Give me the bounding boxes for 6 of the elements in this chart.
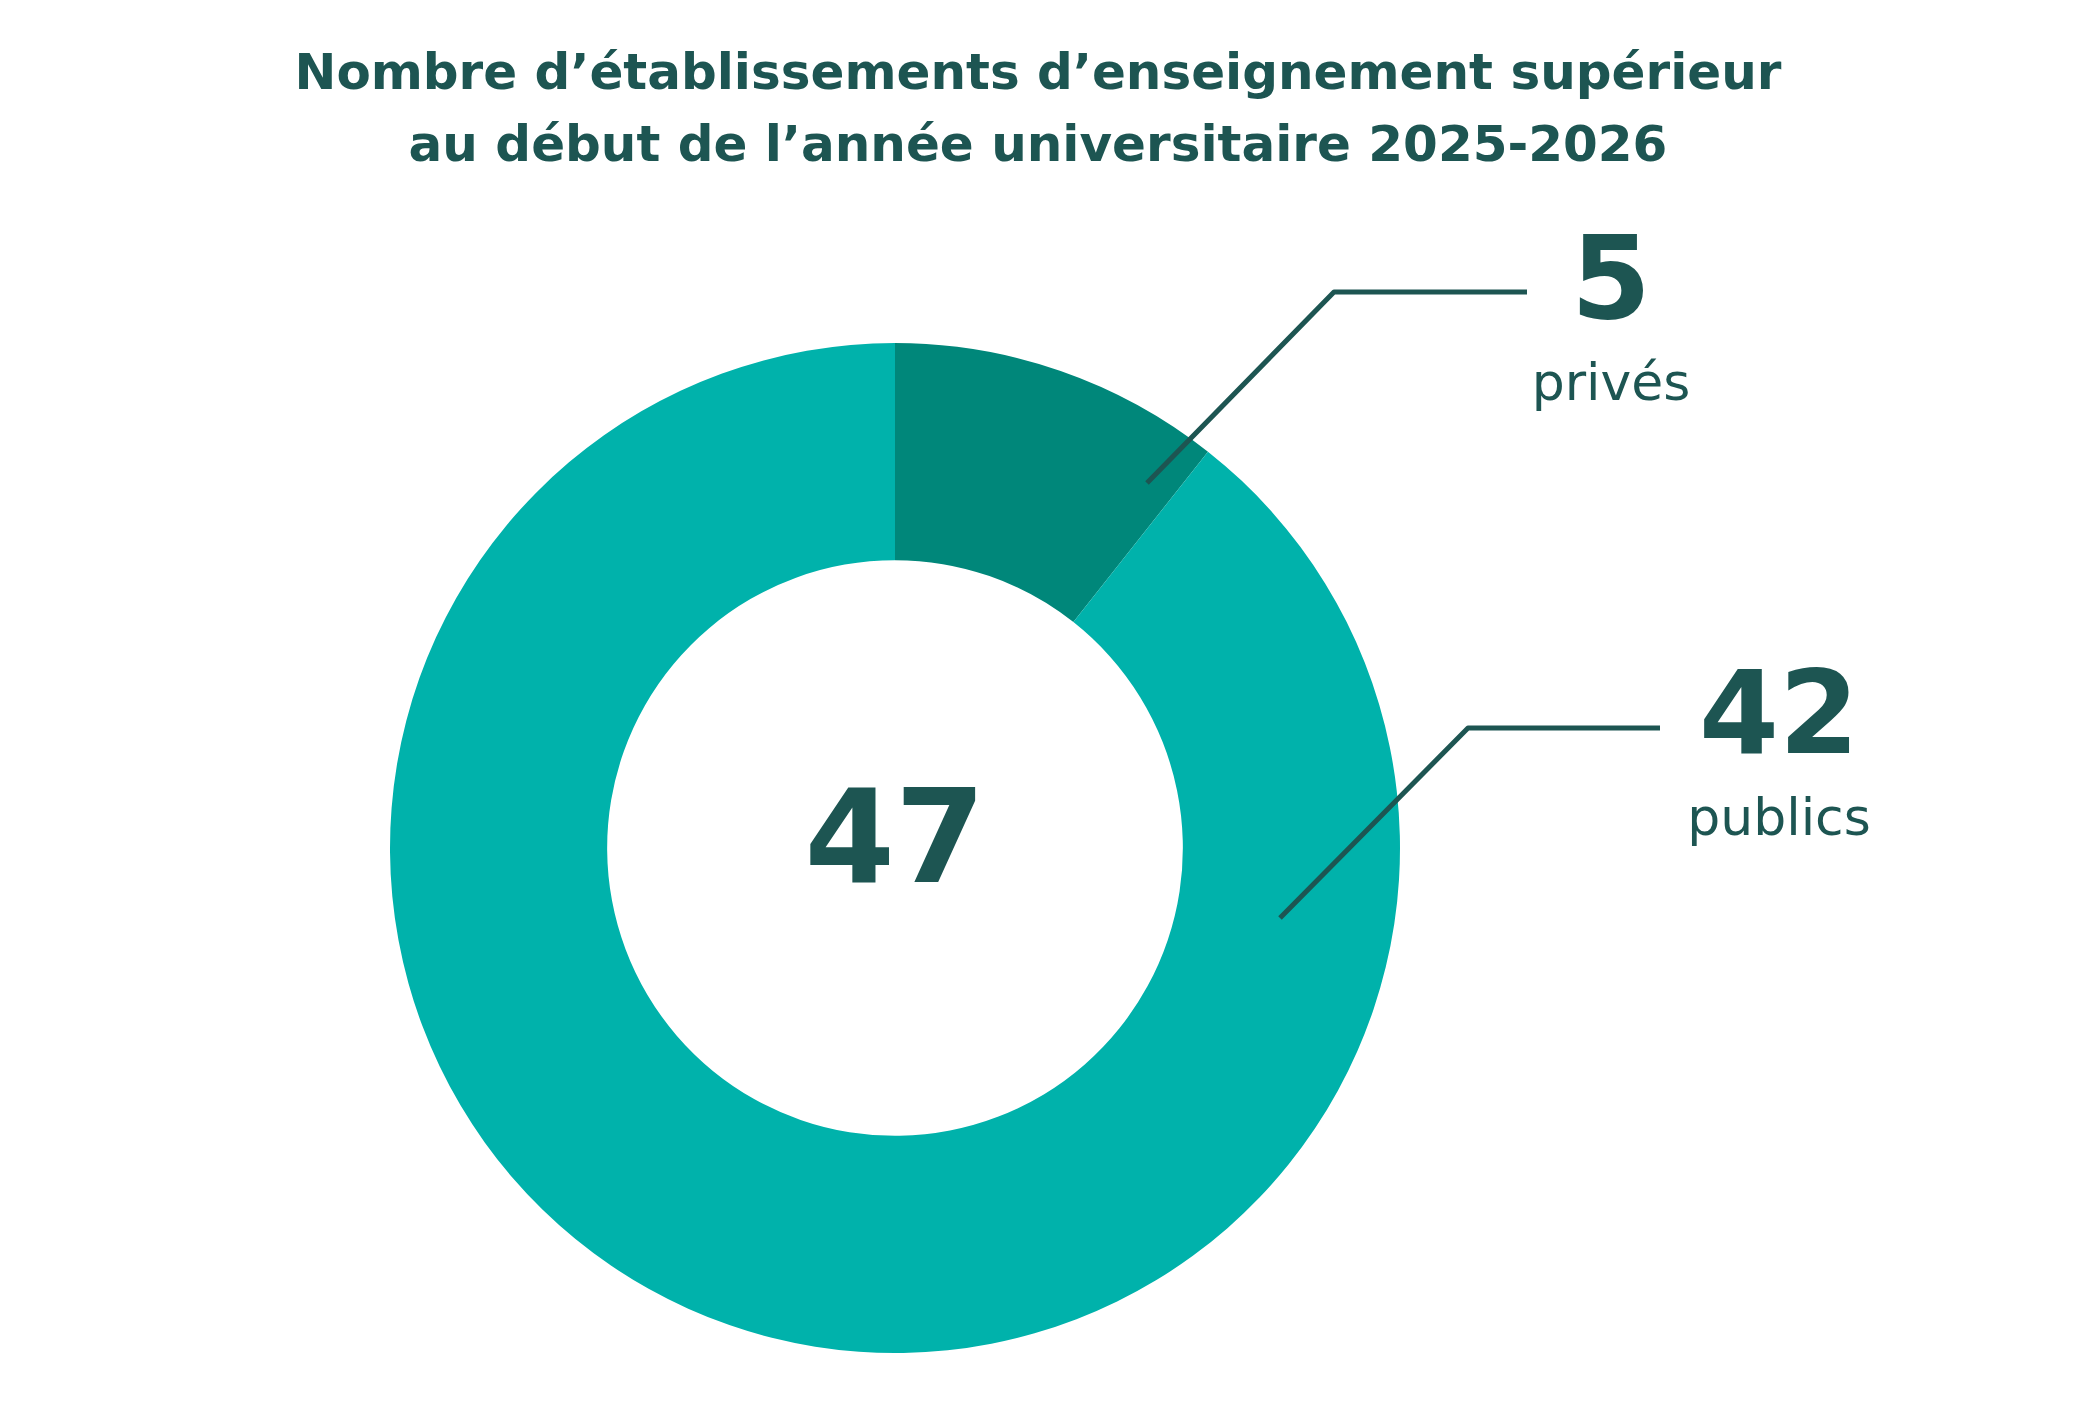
data-label: 5 bbox=[1570, 210, 1652, 345]
chart-title: Nombre d’établissements d’enseignement supérieur au début de l’année universitaire 2025-2026 bbox=[293, 42, 1783, 175]
slice-label: publics bbox=[1687, 786, 1871, 847]
slice-label: privés bbox=[1531, 351, 1691, 412]
text: 47 bbox=[804, 760, 986, 913]
data-label: 42 bbox=[1698, 645, 1860, 780]
